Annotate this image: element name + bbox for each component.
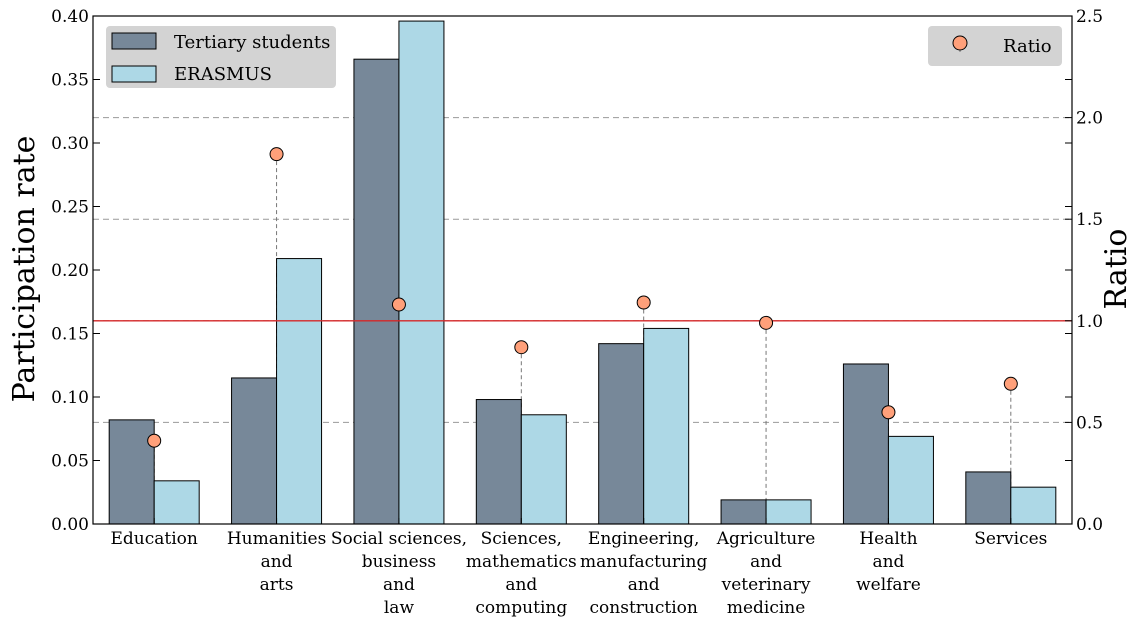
bar-tertiary-students [231, 377, 278, 525]
bar-erasmus [887, 435, 934, 525]
bar-erasmus [153, 480, 200, 525]
bar-tertiary-students [108, 419, 155, 525]
legend-swatch-tertiary [111, 32, 157, 50]
y-tick-label-left: 0.10 [51, 388, 89, 408]
y-tick-label-left: 0.40 [51, 7, 89, 27]
y-tick-label-left: 0.00 [51, 515, 89, 535]
x-tick-label: Social sciences, [331, 529, 467, 549]
x-tick-label: and [261, 552, 293, 572]
y-tick-label-right: 2.5 [1076, 7, 1103, 27]
y-tick-label-left: 0.15 [51, 325, 89, 345]
ratio-point [269, 147, 284, 162]
ratio-point [1003, 376, 1018, 391]
y-tick-label-left: 0.20 [51, 261, 89, 281]
bar-erasmus [276, 258, 323, 525]
legend-bars-background [106, 26, 336, 88]
bar-erasmus [765, 499, 812, 525]
ratio-point [881, 405, 896, 420]
x-tick-label: Humanities [227, 529, 326, 549]
legend-ratio: Ratio [928, 26, 1062, 66]
x-tick-label: manufacturing [580, 552, 707, 572]
y-tick-label-left: 0.30 [51, 134, 89, 154]
x-tick-label: law [384, 598, 415, 618]
x-tick-label: Engineering, [588, 529, 700, 549]
bar-tertiary-students [598, 343, 645, 525]
y-tick-label-right: 1.5 [1076, 210, 1103, 230]
y-axis-left-title: Participation rate [7, 136, 42, 403]
x-tick-label: Education [111, 529, 198, 549]
legend-ratio-marker [952, 35, 968, 51]
bar-erasmus [520, 414, 567, 525]
ratio-point [759, 315, 774, 330]
x-tick-label: construction [590, 598, 698, 618]
x-tick-label: mathematics [466, 552, 577, 572]
grid-lines [93, 117, 1072, 423]
y-tick-label-left: 0.05 [51, 452, 89, 472]
ratio-point [391, 297, 406, 312]
x-tick-label: welfare [856, 575, 921, 595]
x-tick-label: and [383, 575, 415, 595]
legend-label-tertiary: Tertiary students [174, 32, 330, 53]
x-tick-label: medicine [727, 598, 805, 618]
x-tick-label: Services [974, 529, 1047, 549]
x-tick-label: arts [260, 575, 294, 595]
bar-tertiary-students [475, 399, 522, 525]
legend-label-ratio: Ratio [1003, 36, 1052, 57]
ratio-point [636, 295, 651, 310]
y-tick-label-left: 0.35 [51, 71, 89, 91]
y-axis-left-ticks: 0.00 0.05 0.10 0.15 0.20 0.25 0.30 0.35 0.40 [51, 7, 1072, 535]
x-tick-label: and [750, 552, 782, 572]
bar-tertiary-students [353, 58, 400, 525]
x-tick-label: and [872, 552, 904, 572]
bar-erasmus [398, 20, 445, 525]
bar-erasmus [1010, 486, 1057, 525]
bar-tertiary-students [965, 471, 1012, 525]
bar-tertiary-students [842, 363, 889, 525]
legend-bars: Tertiary students ERASMUS [106, 26, 336, 88]
legend-swatch-erasmus [111, 65, 157, 83]
ratio-point [514, 340, 529, 355]
ratio-point [147, 433, 162, 448]
y-tick-label-right: 2.0 [1076, 109, 1103, 129]
x-tick-label: and [628, 575, 660, 595]
x-tick-label: Sciences, [481, 529, 562, 549]
bar-erasmus [643, 327, 690, 525]
y-tick-label-left: 0.25 [51, 198, 89, 218]
x-tick-label: Health [859, 529, 917, 549]
x-tick-label: business [362, 552, 436, 572]
x-tick-label: Agriculture [716, 529, 816, 549]
bar-tertiary-students [720, 499, 767, 525]
bars [108, 20, 1057, 525]
legend-label-erasmus: ERASMUS [174, 64, 272, 85]
ratio-points [147, 147, 1018, 448]
x-tick-label: computing [475, 598, 567, 618]
y-tick-label-right: 0.0 [1076, 515, 1103, 535]
x-axis-tick-labels: Education Humanities and arts Social science… [111, 518, 1047, 618]
x-tick-label: and [505, 575, 537, 595]
y-axis-right-ticks: 0.0 0.5 1.0 1.5 2.0 2.5 [1065, 7, 1103, 535]
y-tick-label-right: 0.5 [1076, 413, 1103, 433]
x-tick-label: veterinary [721, 575, 811, 595]
y-tick-label-right: 1.0 [1076, 312, 1103, 332]
y-axis-right-title: Ratio [1099, 229, 1134, 310]
